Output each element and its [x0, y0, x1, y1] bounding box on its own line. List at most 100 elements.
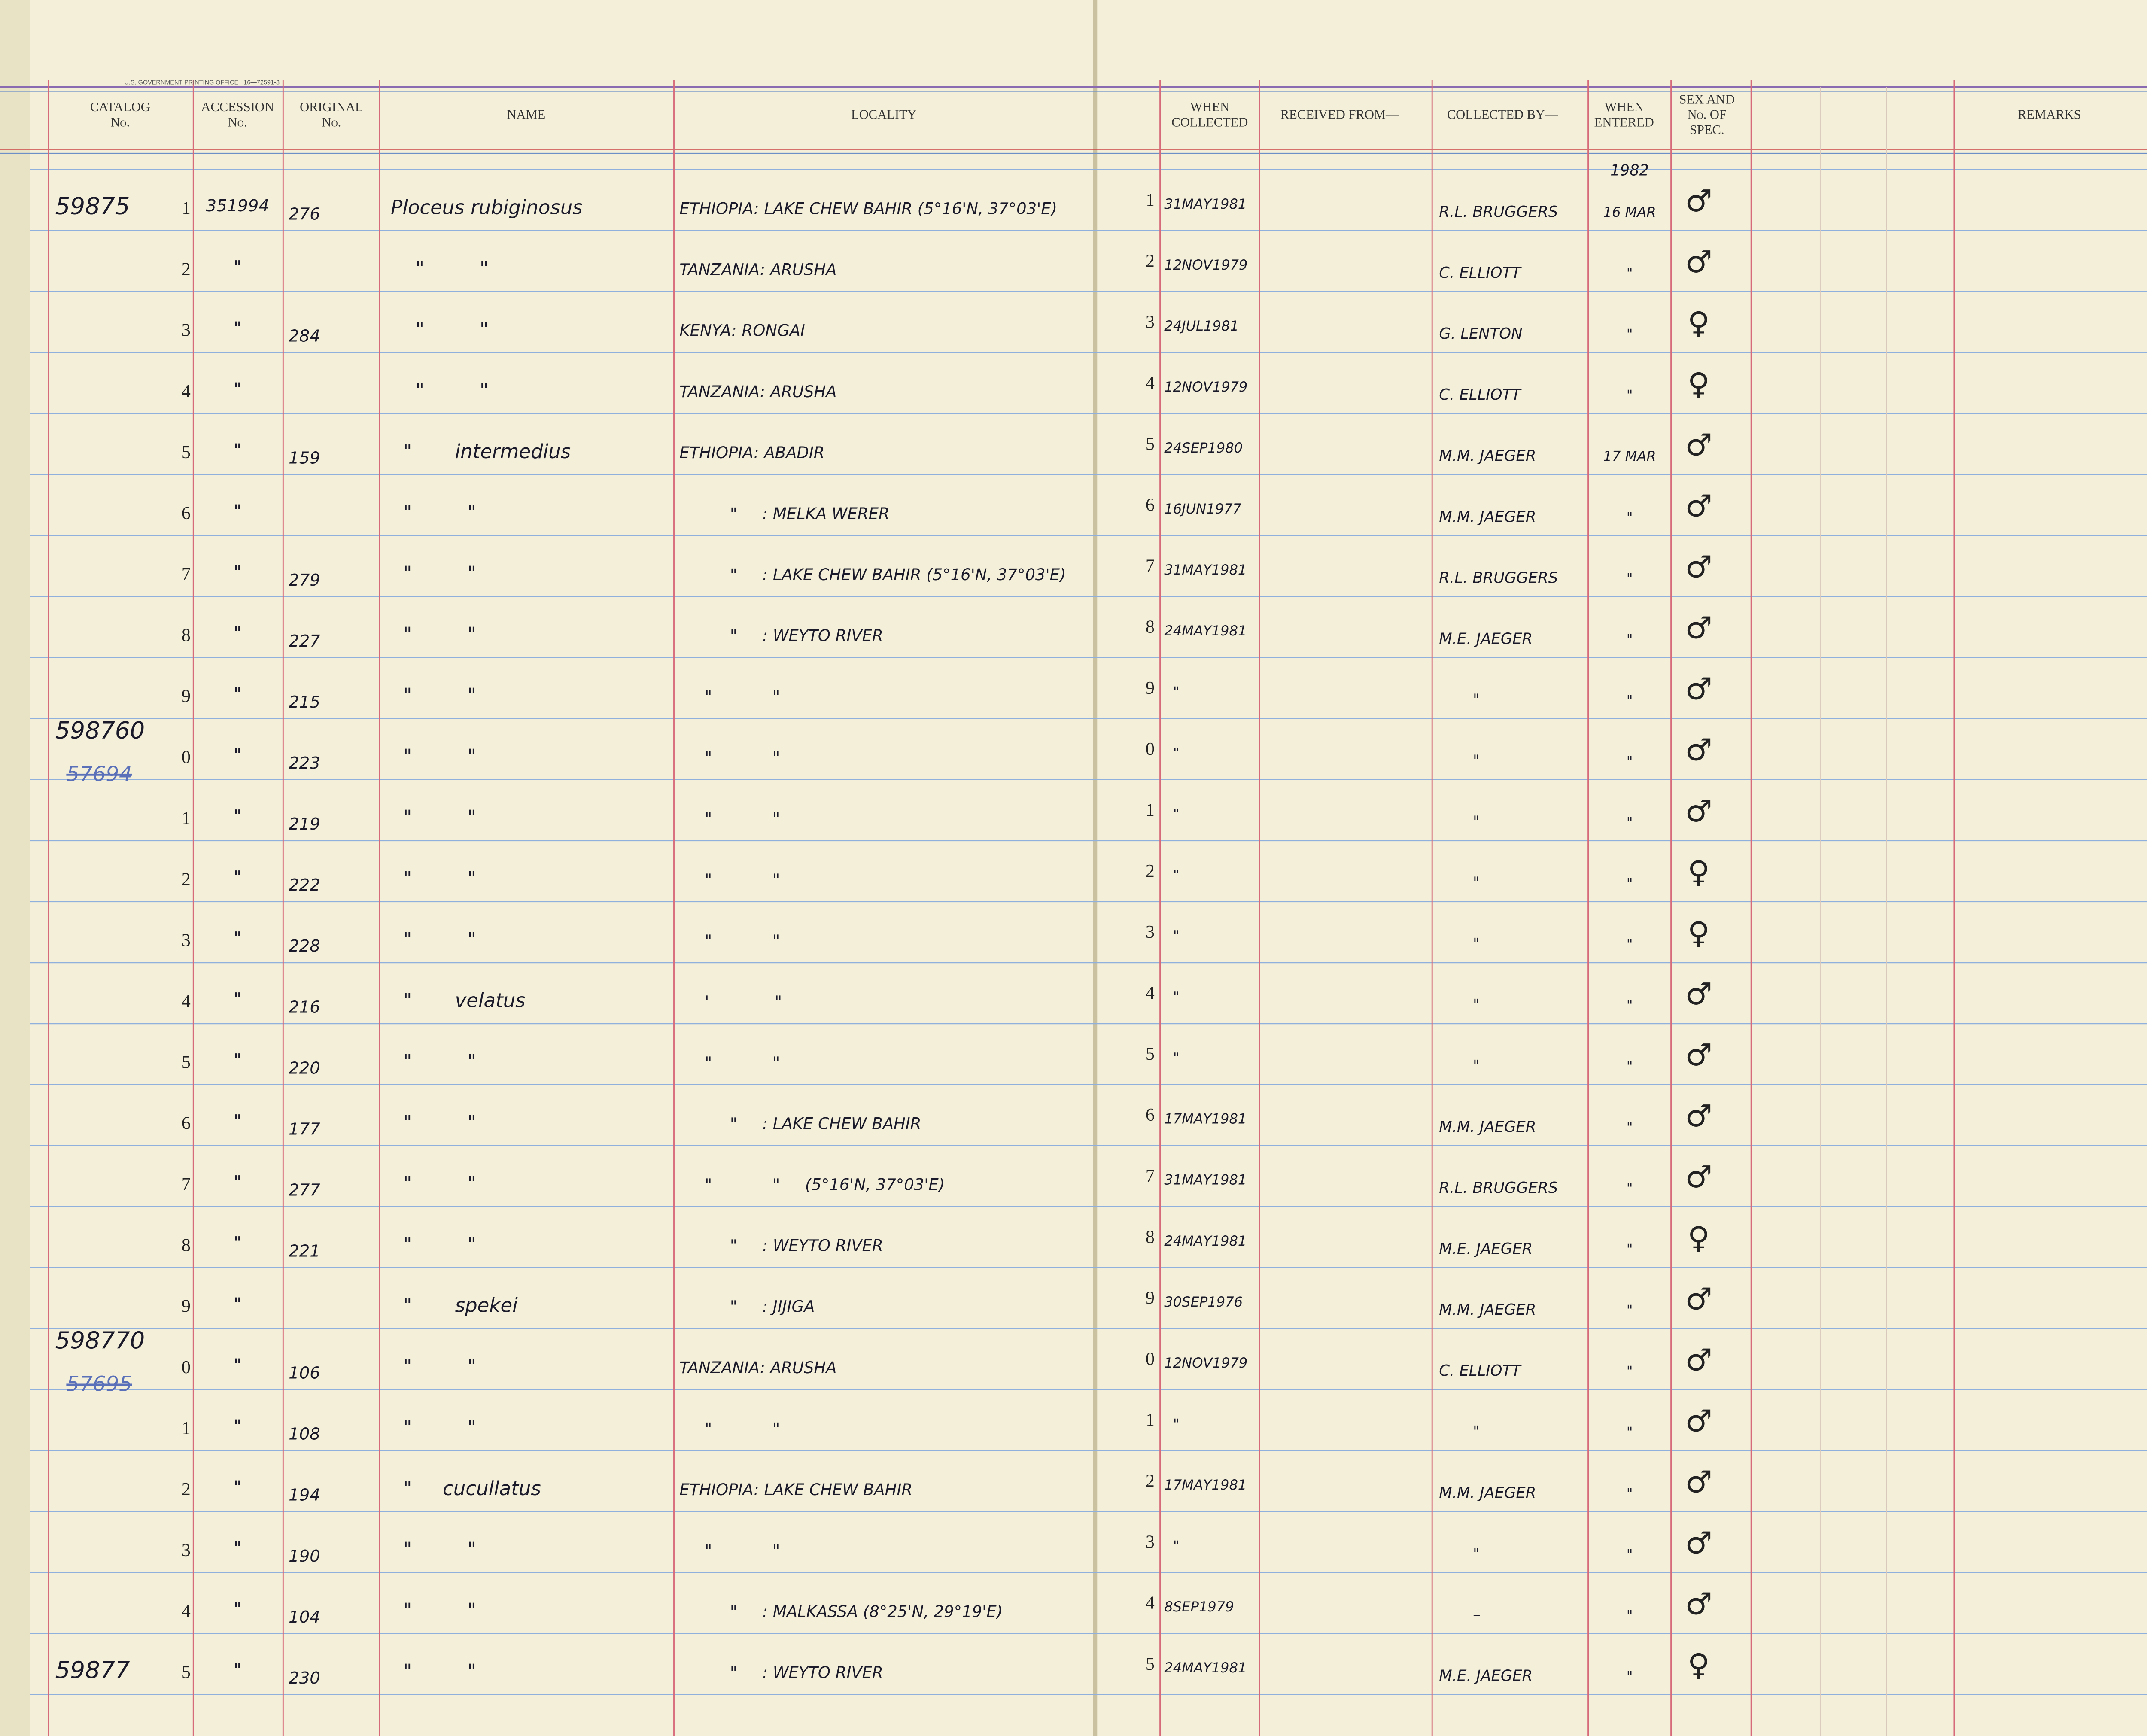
column-header: CATALOG	[90, 100, 150, 114]
entry-name: " cucullatus	[391, 1477, 541, 1500]
entry-name: " "	[391, 623, 476, 646]
entry-num2: 6	[1146, 496, 1155, 515]
entry-name: " "	[391, 501, 476, 524]
entry-name: " velatus	[391, 989, 526, 1012]
entry-by: M.E. JAEGER	[1439, 1667, 1533, 1684]
entry-by: –	[1439, 1606, 1480, 1624]
entry-num: 4	[182, 991, 191, 1011]
entry-name: " intermedius	[391, 440, 571, 463]
entry-entered: 17 MAR	[1603, 448, 1656, 464]
entry-acc: "	[234, 684, 241, 704]
entry-entered: "	[1627, 1302, 1633, 1318]
entry-entered: "	[1627, 1485, 1633, 1501]
entry-by: R.L. BRUGGERS	[1439, 203, 1558, 221]
entry-sex: ♂	[1685, 976, 1712, 1012]
entry-num: 1	[182, 199, 191, 219]
entry-sex: ♂	[1685, 488, 1712, 523]
entry-name: " "	[391, 1660, 476, 1683]
entry-loc: " "	[679, 1420, 780, 1438]
entry-collected: "	[1164, 745, 1179, 761]
entry-num: 2	[182, 1480, 191, 1499]
entry-by: "	[1439, 752, 1480, 770]
entry-by: "	[1439, 1423, 1480, 1441]
entry-loc: ' "	[679, 992, 782, 1011]
entry-by: "	[1439, 996, 1480, 1014]
entry-orig: 104	[289, 1608, 320, 1627]
entry-by: G. LENTON	[1439, 325, 1522, 343]
entry-acc: "	[234, 1050, 241, 1070]
entry-entered: "	[1627, 509, 1633, 525]
entry-sex: ♂	[1685, 1159, 1712, 1195]
entry-loc: " : MALKASSA (8°25'N, 29°19'E)	[679, 1602, 1003, 1621]
entry-loc: " "	[679, 748, 780, 767]
entry-num: 2	[182, 870, 191, 889]
entry-by: M.E. JAEGER	[1439, 1240, 1533, 1258]
entry-orig: 108	[289, 1425, 320, 1444]
entry-collected: "	[1164, 684, 1179, 700]
entry-name: " "	[391, 562, 476, 585]
entry-collected: 31MAY1981	[1164, 1172, 1247, 1188]
entry-num2: 4	[1146, 374, 1155, 393]
entry-orig: 221	[289, 1242, 320, 1261]
entry-sex: ♂	[1685, 610, 1712, 646]
entry-loc: " : LAKE CHEW BAHIR (5°16'N, 37°03'E)	[679, 565, 1066, 584]
entry-cat: 598760	[55, 716, 145, 744]
column-header: No.	[228, 115, 247, 129]
entry-by: "	[1439, 691, 1480, 709]
entry-collected: 24JUL1981	[1164, 318, 1239, 334]
entry-orig: 279	[289, 571, 320, 590]
entry-by: C. ELLIOTT	[1439, 386, 1522, 404]
entry-num: 0	[182, 1358, 191, 1377]
column-header: No. OF	[1687, 107, 1727, 122]
entry-sex: ♂	[1685, 732, 1712, 768]
entry-acc: "	[234, 1416, 241, 1435]
printer-line: U.S. GOVERNMENT PRINTING OFFICE 16—72591…	[124, 79, 280, 86]
entry-num: 9	[182, 1297, 191, 1316]
entry-acc: "	[234, 1172, 241, 1192]
entry-num: 5	[182, 1052, 191, 1072]
column-header: LOCALITY	[851, 107, 917, 122]
entry-acc: "	[234, 1660, 241, 1680]
entry-sex: ♀	[1688, 1647, 1710, 1683]
column-header: RECEIVED FROM—	[1280, 107, 1399, 122]
entry-orig: 284	[289, 327, 320, 346]
entry-acc: "	[234, 928, 241, 948]
entry-num: 1	[182, 809, 191, 828]
entry-name: " spekei	[391, 1294, 518, 1317]
entry-num2: 5	[1146, 1044, 1155, 1064]
entry-entered: "	[1627, 997, 1633, 1013]
page-edge	[0, 0, 30, 1736]
entry-num2: 4	[1146, 1593, 1155, 1613]
entry-by: M.E. JAEGER	[1439, 630, 1533, 648]
entry-orig: 277	[289, 1180, 320, 1200]
entry-name: " "	[391, 1599, 476, 1622]
entry-name: " "	[391, 1416, 476, 1439]
entry-name: " "	[391, 1538, 476, 1561]
entry-by: "	[1439, 935, 1480, 953]
entry-name: " "	[391, 257, 488, 280]
entry-entered: "	[1627, 326, 1633, 342]
column-header: ORIGINAL	[300, 100, 363, 114]
entry-acc: "	[234, 440, 241, 459]
entry-name: " "	[391, 1111, 476, 1134]
entry-orig: 223	[289, 754, 320, 773]
entry-loc: TANZANIA: ARUSHA	[679, 383, 836, 401]
entry-collected: 24MAY1981	[1164, 1233, 1247, 1249]
entry-loc: " : JIJIGA	[679, 1298, 815, 1316]
column-header: SPEC.	[1690, 122, 1724, 137]
entry-num: 2	[182, 260, 191, 280]
entry-loc: " : WEYTO RIVER	[679, 626, 883, 645]
entry-name: " "	[391, 928, 476, 951]
entry-sex: ♂	[1685, 1464, 1712, 1499]
entry-collected: 12NOV1979	[1164, 1355, 1247, 1371]
entry-num2: 2	[1146, 251, 1155, 271]
entry-name: " "	[391, 1355, 476, 1378]
entry-loc: " "	[679, 809, 780, 828]
entry-num2: 6	[1146, 1105, 1155, 1125]
entry-year: 1982	[1610, 162, 1649, 179]
entry-num2: 1	[1146, 190, 1155, 210]
entry-name: " "	[391, 1172, 476, 1195]
